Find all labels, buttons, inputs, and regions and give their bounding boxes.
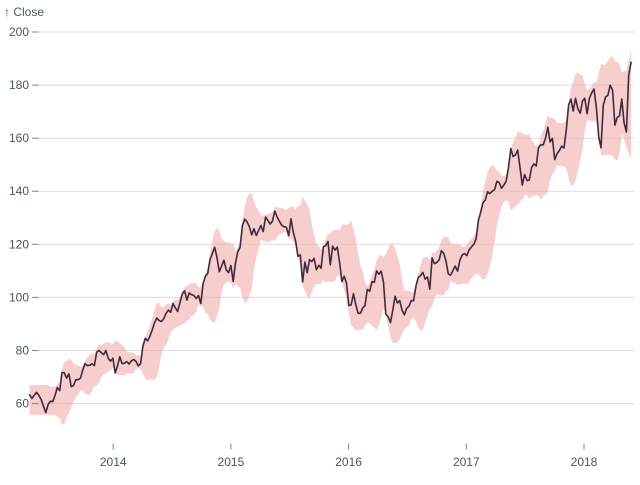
y-axis-title: ↑ Close bbox=[4, 5, 45, 19]
x-tick-label: 2014 bbox=[100, 455, 127, 469]
x-tick-label: 2016 bbox=[335, 455, 362, 469]
y-tick-label: 100 bbox=[9, 290, 29, 304]
x-tick-label: 2018 bbox=[571, 455, 598, 469]
bollinger-band-area bbox=[29, 49, 632, 425]
x-tick-label: 2015 bbox=[218, 455, 245, 469]
y-tick-label: 140 bbox=[9, 184, 29, 198]
y-tick-label: 200 bbox=[9, 25, 29, 39]
y-tick-label: 180 bbox=[9, 78, 29, 92]
y-tick-label: 160 bbox=[9, 131, 29, 145]
close-price-line bbox=[28, 61, 632, 414]
y-tick-label: 80 bbox=[16, 344, 30, 358]
x-tick-label: 2017 bbox=[453, 455, 480, 469]
y-tick-label: 120 bbox=[9, 237, 29, 251]
y-tick-label: 60 bbox=[16, 397, 30, 411]
